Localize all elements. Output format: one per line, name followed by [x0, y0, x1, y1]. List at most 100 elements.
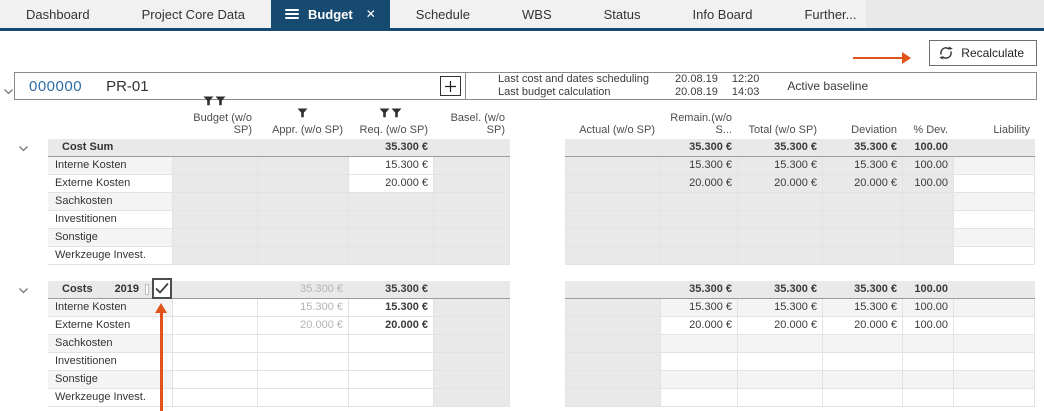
- row-gutter: [0, 335, 48, 353]
- tab-info-board[interactable]: Info Board: [666, 0, 778, 28]
- row-gutter: [0, 353, 48, 371]
- cell-total[interactable]: [737, 389, 822, 407]
- annotation-arrow-recalculate: [853, 52, 911, 64]
- column-header-remain[interactable]: Remain.(w/o S...: [660, 112, 737, 139]
- tab-status[interactable]: Status: [578, 0, 667, 28]
- row-label: Interne Kosten: [48, 157, 172, 175]
- tab-budget[interactable]: Budget ✕: [270, 0, 390, 28]
- cell-req[interactable]: [348, 389, 433, 407]
- cell-req[interactable]: 15.300 €: [348, 157, 433, 175]
- tab-project-core-data[interactable]: Project Core Data: [116, 0, 271, 28]
- column-header-label: Req. (w/o SP): [359, 124, 428, 136]
- tab-dashboard[interactable]: Dashboard: [0, 0, 116, 28]
- cell-deviation[interactable]: [822, 353, 902, 371]
- cell-remain[interactable]: 20.000 €: [660, 317, 737, 335]
- table-gap: [510, 229, 565, 247]
- cell-total: [737, 335, 822, 353]
- cell-deviation[interactable]: [822, 389, 902, 407]
- column-header-deviation[interactable]: Deviation: [822, 124, 902, 139]
- column-header-pdev[interactable]: % Dev.: [902, 124, 953, 139]
- row-label: Sonstige: [48, 229, 172, 247]
- group-cell-deviation: 35.300 €: [822, 139, 902, 157]
- group-cell-total: 35.300 €: [737, 281, 822, 299]
- cell-appr[interactable]: 15.300 €: [257, 299, 348, 317]
- row-label: Investitionen: [48, 353, 172, 371]
- cell-deviation: [822, 335, 902, 353]
- cell-appr[interactable]: [257, 335, 348, 353]
- cell-liability[interactable]: [953, 317, 1035, 335]
- cell-pdev[interactable]: [902, 389, 953, 407]
- cell-pdev[interactable]: [902, 353, 953, 371]
- cell-budget[interactable]: [172, 353, 257, 371]
- group-cell-deviation: 35.300 €: [822, 281, 902, 299]
- row-gutter: [0, 247, 48, 265]
- column-header-budget[interactable]: Budget (w/o SP): [172, 96, 257, 139]
- cell-req[interactable]: 20.000 €: [348, 175, 433, 193]
- tab-further[interactable]: Further...: [778, 0, 882, 28]
- cell-appr[interactable]: 20.000 €: [257, 317, 348, 335]
- tab-wbs[interactable]: WBS: [496, 0, 578, 28]
- cell-total[interactable]: 20.000 €: [737, 317, 822, 335]
- column-header-total[interactable]: Total (w/o SP): [737, 124, 822, 139]
- cell-req[interactable]: [348, 335, 433, 353]
- cell-liability[interactable]: [953, 353, 1035, 371]
- group-cell-basel: [433, 139, 510, 157]
- row-gutter: [0, 299, 48, 317]
- year-checkbox-unchecked[interactable]: [145, 284, 149, 295]
- cell-appr[interactable]: [257, 353, 348, 371]
- table-gap: [510, 353, 565, 371]
- cell-req[interactable]: 15.300 €: [348, 299, 433, 317]
- cell-liability[interactable]: [953, 175, 1035, 193]
- cell-actual: [565, 211, 660, 229]
- add-button[interactable]: [440, 76, 461, 96]
- column-header-req[interactable]: Req. (w/o SP): [348, 108, 433, 139]
- column-header-basel[interactable]: Basel. (w/o SP): [433, 112, 510, 139]
- filter-icon: [257, 108, 348, 118]
- cell-pdev[interactable]: 100.00 %: [902, 317, 953, 348]
- table-row-sachkosten: Sachkosten: [0, 335, 1044, 353]
- cell-budget[interactable]: [172, 389, 257, 407]
- cell-liability[interactable]: [953, 389, 1035, 407]
- table-gap: [510, 389, 565, 407]
- group-cell-remain: 35.300 €: [660, 139, 737, 157]
- cell-remain[interactable]: [660, 353, 737, 371]
- cell-appr[interactable]: [257, 371, 348, 389]
- column-header-actual[interactable]: Actual (w/o SP): [565, 124, 660, 139]
- cell-pdev: [902, 211, 953, 229]
- cell-total[interactable]: [737, 353, 822, 371]
- close-icon[interactable]: ✕: [365, 7, 376, 21]
- column-header-liability[interactable]: Liability: [953, 124, 1035, 139]
- cell-req[interactable]: 20.000 €: [348, 317, 433, 335]
- cell-deviation: [822, 193, 902, 211]
- chevron-down-icon[interactable]: [3, 82, 14, 100]
- budget-table: Budget (w/o SP) Appr. (w/o SP) Req. (w/o S…: [0, 96, 1044, 407]
- cell-deviation[interactable]: 20.000 €: [822, 317, 902, 335]
- cell-total: [737, 193, 822, 211]
- cell-appr: [257, 175, 348, 193]
- cell-appr: [257, 157, 348, 175]
- table-row-werkzeuge-invest: Werkzeuge Invest.: [0, 247, 1044, 265]
- cell-budget[interactable]: [172, 335, 257, 353]
- recalculate-button[interactable]: Recalculate: [929, 40, 1037, 66]
- last-scheduling-date: 20.08.19: [675, 73, 718, 85]
- cell-liability[interactable]: [953, 211, 1035, 229]
- cell-req[interactable]: [348, 353, 433, 371]
- cell-budget[interactable]: [172, 317, 257, 335]
- row-gutter: [0, 389, 48, 407]
- group-cell-actual: [565, 281, 660, 299]
- tab-schedule[interactable]: Schedule: [390, 0, 496, 28]
- cell-appr[interactable]: [257, 389, 348, 407]
- cell-budget[interactable]: [172, 371, 257, 389]
- active-baseline-label: Active baseline: [787, 79, 869, 93]
- cell-pdev: [902, 335, 953, 353]
- cell-budget[interactable]: [172, 299, 257, 317]
- approval-checkbox-checked[interactable]: [152, 277, 172, 299]
- tab-label: Budget: [307, 6, 353, 22]
- row-gutter: [0, 371, 48, 389]
- cell-req[interactable]: [348, 371, 433, 389]
- group-cell-pdev: 100.00 %: [902, 281, 953, 312]
- cell-remain[interactable]: [660, 389, 737, 407]
- cell-liability[interactable]: [953, 247, 1035, 265]
- column-header-appr[interactable]: Appr. (w/o SP): [257, 108, 348, 139]
